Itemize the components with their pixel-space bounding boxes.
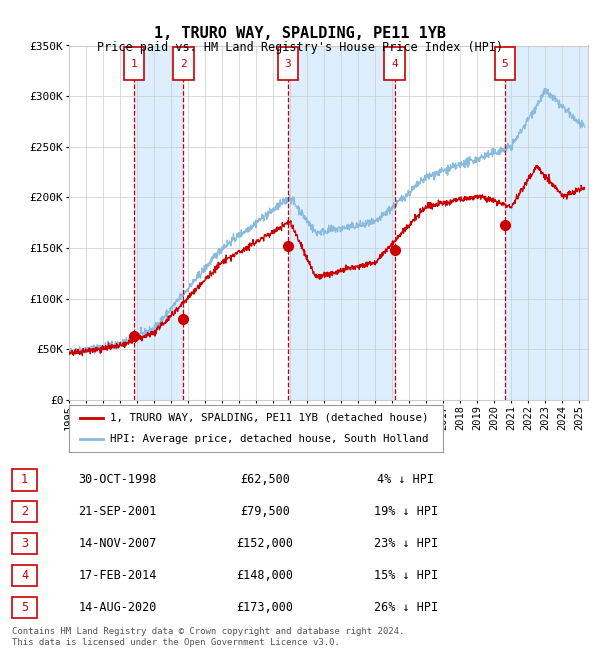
Text: 21-SEP-2001: 21-SEP-2001: [79, 505, 157, 518]
Text: 4: 4: [391, 58, 398, 68]
Bar: [134, 46, 184, 400]
Text: 5: 5: [502, 58, 508, 68]
Bar: [288, 46, 395, 400]
FancyBboxPatch shape: [12, 469, 37, 491]
Text: Contains HM Land Registry data © Crown copyright and database right 2024.
This d: Contains HM Land Registry data © Crown c…: [12, 627, 404, 647]
Text: 1, TRURO WAY, SPALDING, PE11 1YB: 1, TRURO WAY, SPALDING, PE11 1YB: [154, 26, 446, 41]
Text: 3: 3: [284, 58, 292, 68]
Text: £79,500: £79,500: [240, 505, 290, 518]
FancyBboxPatch shape: [12, 533, 37, 554]
Text: 2: 2: [21, 505, 28, 518]
Text: 23% ↓ HPI: 23% ↓ HPI: [374, 537, 438, 550]
FancyBboxPatch shape: [12, 565, 37, 586]
Text: 26% ↓ HPI: 26% ↓ HPI: [374, 601, 438, 614]
FancyBboxPatch shape: [278, 47, 298, 80]
Text: 3: 3: [21, 537, 28, 550]
Text: 4% ↓ HPI: 4% ↓ HPI: [377, 473, 434, 486]
FancyBboxPatch shape: [173, 47, 194, 80]
FancyBboxPatch shape: [385, 47, 405, 80]
Text: £152,000: £152,000: [236, 537, 293, 550]
Text: £173,000: £173,000: [236, 601, 293, 614]
Text: 17-FEB-2014: 17-FEB-2014: [79, 569, 157, 582]
Text: Price paid vs. HM Land Registry's House Price Index (HPI): Price paid vs. HM Land Registry's House …: [97, 41, 503, 54]
Text: £62,500: £62,500: [240, 473, 290, 486]
Text: 4: 4: [21, 569, 28, 582]
Text: 2: 2: [180, 58, 187, 68]
Text: 1, TRURO WAY, SPALDING, PE11 1YB (detached house): 1, TRURO WAY, SPALDING, PE11 1YB (detach…: [110, 413, 428, 422]
Text: 14-AUG-2020: 14-AUG-2020: [79, 601, 157, 614]
Text: 1: 1: [131, 58, 137, 68]
Bar: [505, 46, 588, 400]
FancyBboxPatch shape: [495, 47, 515, 80]
Text: £148,000: £148,000: [236, 569, 293, 582]
Text: 30-OCT-1998: 30-OCT-1998: [79, 473, 157, 486]
Text: 5: 5: [21, 601, 28, 614]
Text: 15% ↓ HPI: 15% ↓ HPI: [374, 569, 438, 582]
Text: 19% ↓ HPI: 19% ↓ HPI: [374, 505, 438, 518]
FancyBboxPatch shape: [12, 597, 37, 618]
FancyBboxPatch shape: [12, 501, 37, 523]
FancyBboxPatch shape: [124, 47, 145, 80]
Text: 1: 1: [21, 473, 28, 486]
Text: HPI: Average price, detached house, South Holland: HPI: Average price, detached house, Sout…: [110, 434, 428, 444]
Text: 14-NOV-2007: 14-NOV-2007: [79, 537, 157, 550]
